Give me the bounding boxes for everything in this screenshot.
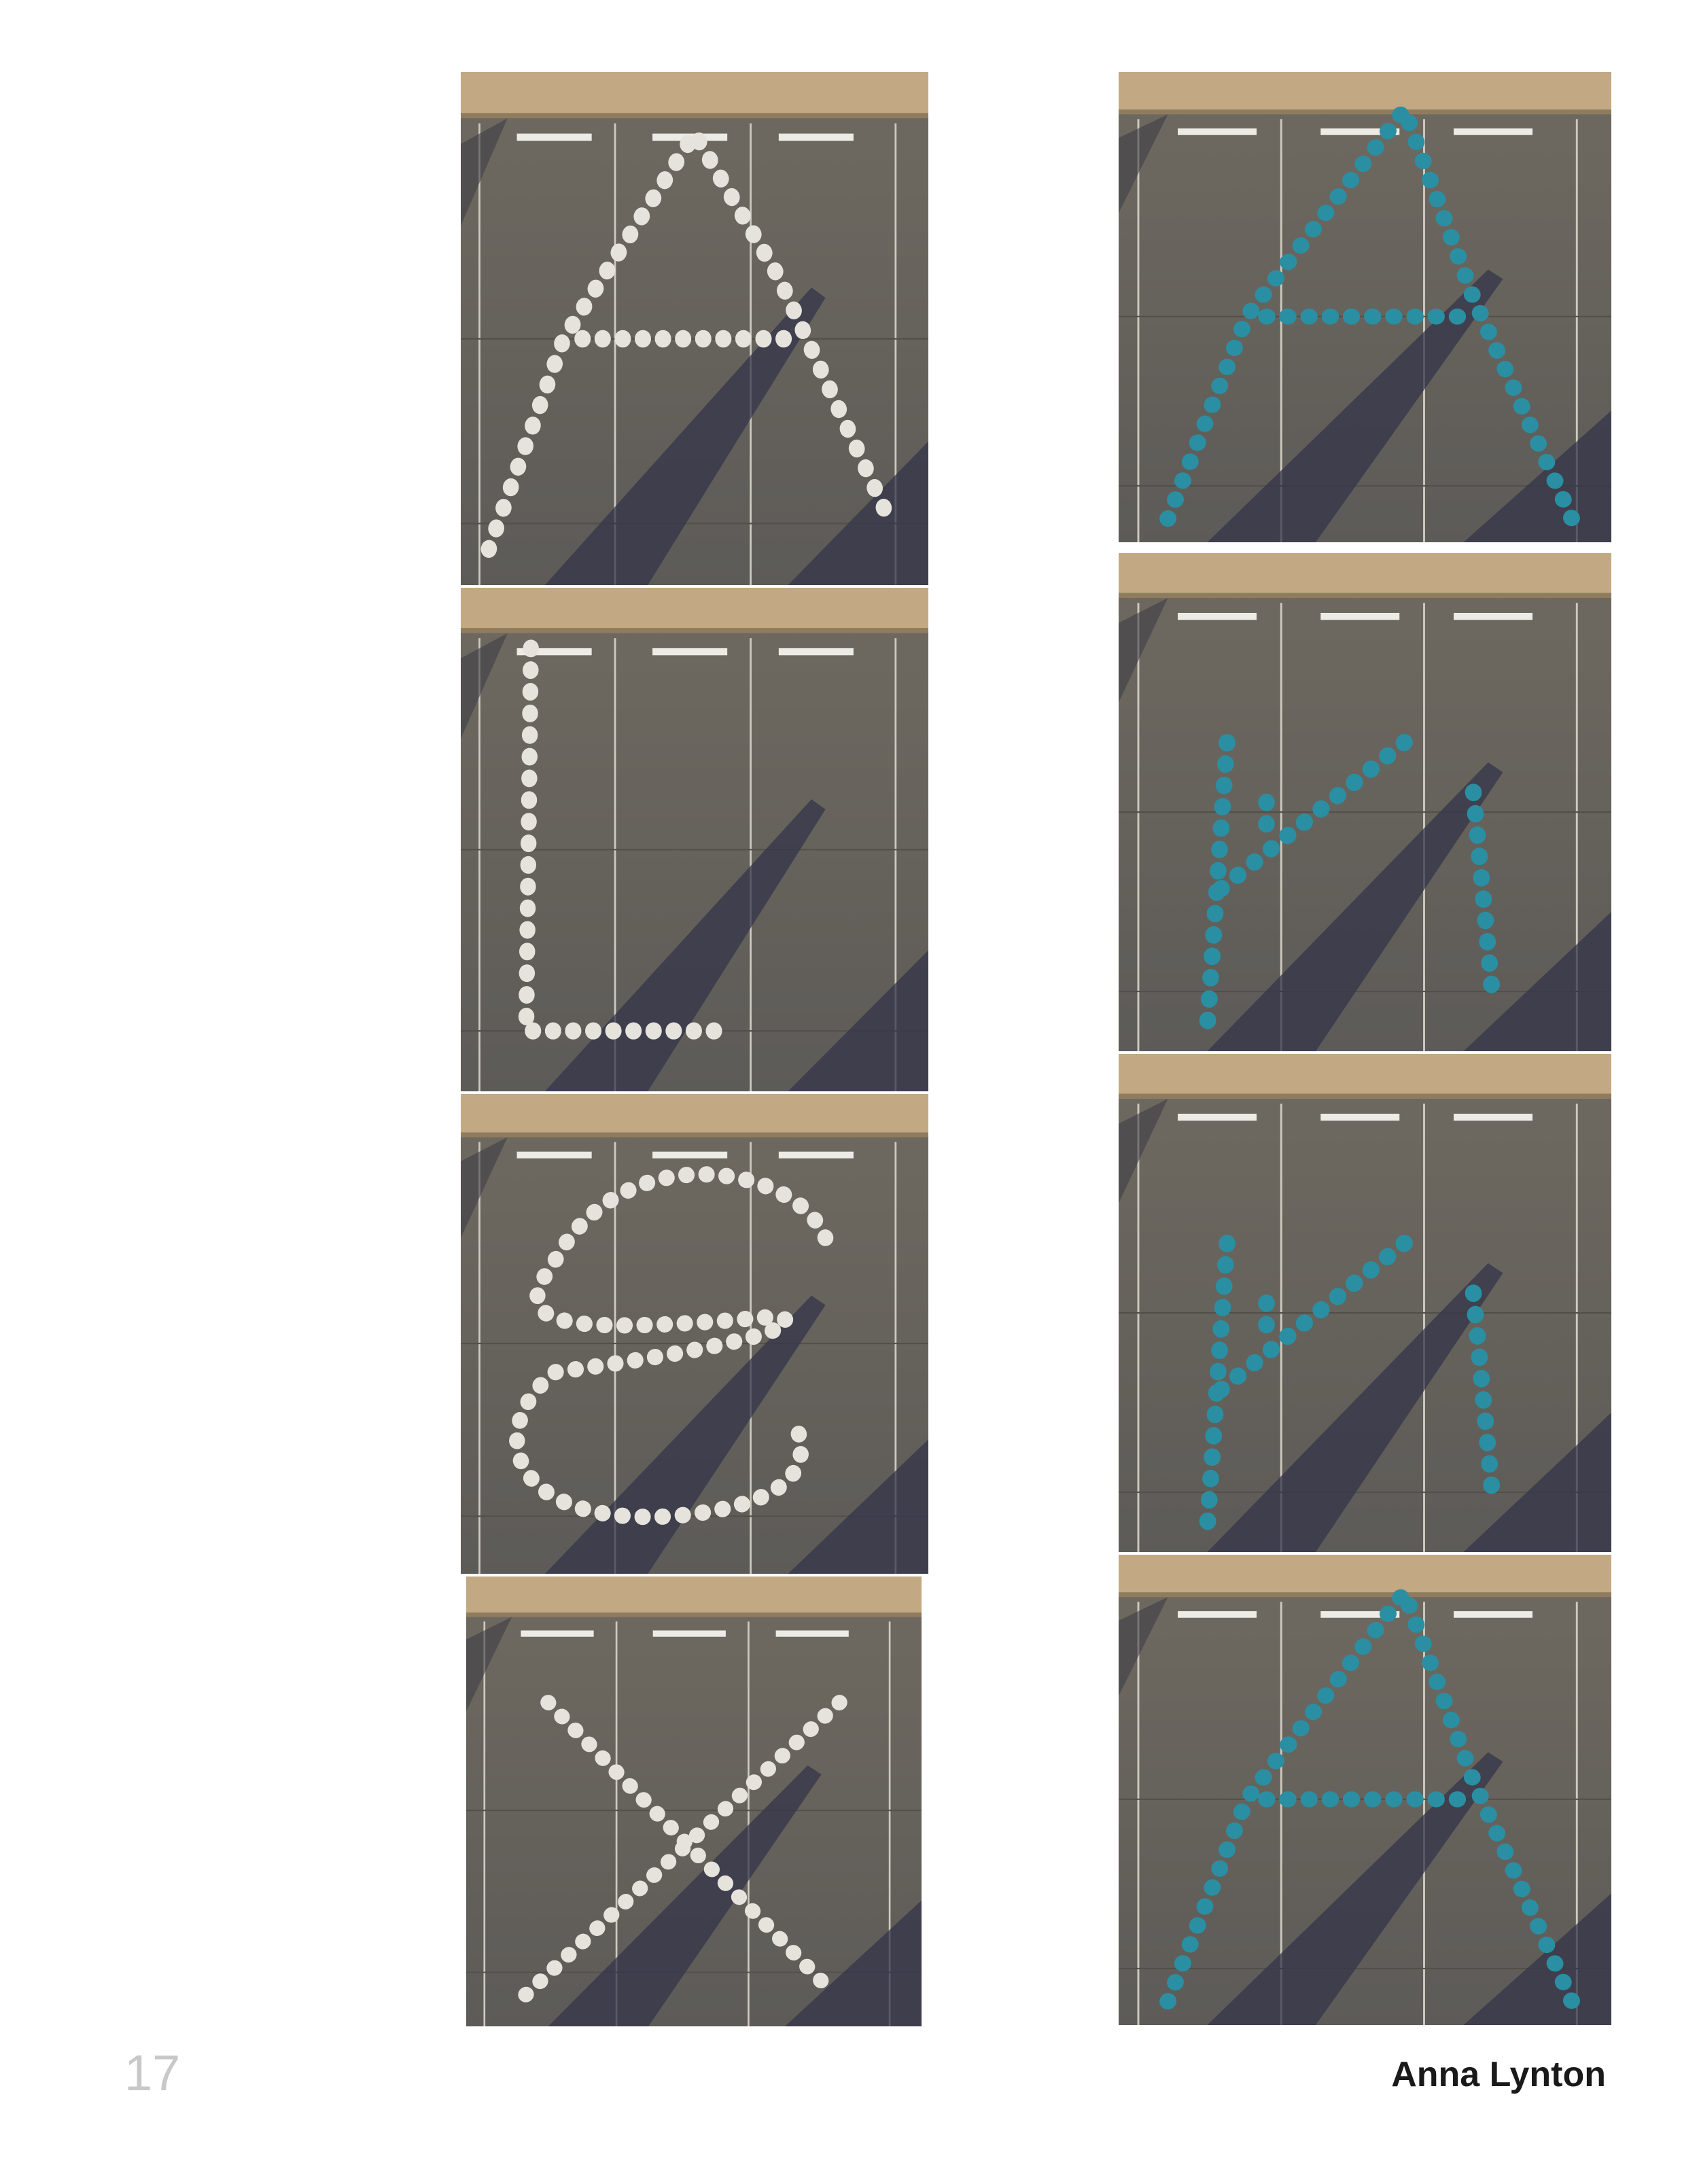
author: Anna Lynton bbox=[1391, 2055, 1606, 2094]
photo bbox=[1119, 1054, 1611, 1552]
photo bbox=[1119, 1555, 1611, 2025]
photo bbox=[1119, 72, 1611, 542]
photo bbox=[461, 1094, 928, 1574]
page-number: 17 bbox=[124, 2045, 180, 2101]
photo bbox=[466, 1577, 922, 2026]
photo bbox=[461, 588, 928, 1091]
photo bbox=[461, 72, 928, 585]
photo bbox=[1119, 553, 1611, 1051]
